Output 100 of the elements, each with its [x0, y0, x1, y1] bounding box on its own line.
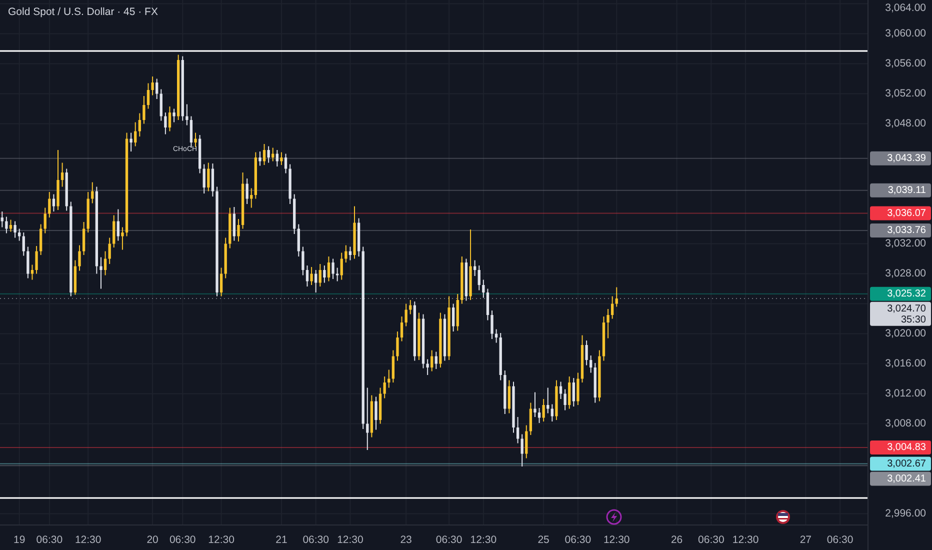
candlestick: [340, 252, 343, 280]
candlestick: [104, 250, 107, 276]
candlestick: [232, 206, 236, 242]
candlestick: [246, 178, 248, 204]
candlestick: [564, 388, 566, 411]
candlestick: [426, 358, 429, 376]
y-tick-label: 3,052.00: [885, 88, 926, 100]
candlestick: [434, 351, 438, 370]
candlestick: [82, 222, 86, 256]
x-tick-label: 06:30: [302, 534, 330, 546]
candlestick: [18, 228, 21, 242]
candlestick: [112, 214, 116, 248]
candlestick: [220, 267, 223, 297]
candlestick: [130, 132, 132, 152]
candlestick: [606, 308, 610, 339]
x-tick-label: 21: [276, 534, 288, 546]
candlestick: [91, 182, 94, 204]
x-tick-label: 27: [800, 534, 812, 546]
candlestick: [151, 76, 154, 96]
x-tick-label: 12:30: [470, 534, 497, 546]
x-tick-label: 12:30: [337, 534, 364, 546]
y-tick-label: 3,012.00: [885, 388, 926, 400]
candlestick: [207, 162, 210, 192]
x-tick-label: 25: [538, 534, 550, 546]
candlestick: [35, 246, 38, 274]
ref-line-label: 3,043.39: [887, 152, 926, 164]
candlestick: [280, 152, 283, 166]
candlestick: [610, 296, 614, 320]
candlestick: [508, 380, 511, 414]
candlestick: [585, 340, 588, 366]
y-tick-label: 3,032.00: [885, 238, 926, 250]
candlestick: [26, 246, 30, 279]
candlestick: [318, 264, 322, 287]
ref-line-label: 3,002.67: [887, 458, 926, 470]
candlestick: [39, 224, 42, 256]
candlestick: [160, 88, 162, 122]
candlestick: [297, 224, 300, 257]
candlestick: [529, 402, 532, 436]
candlestick: [314, 270, 318, 293]
y-tick-label: 3,028.00: [885, 268, 926, 280]
candlestick: [310, 266, 313, 286]
candlestick: [478, 265, 480, 291]
y-tick-label: 3,048.00: [885, 118, 926, 130]
candlestick: [202, 164, 206, 194]
candlestick: [134, 122, 137, 147]
candlestick: [78, 244, 81, 272]
x-tick-label: 06:30: [36, 534, 63, 546]
x-tick-label: 12:30: [74, 534, 102, 546]
y-tick-label: 3,060.00: [885, 28, 926, 40]
ref-line-label: 3,004.83: [887, 442, 926, 454]
candlestick: [538, 408, 541, 424]
candlestick: [52, 194, 56, 212]
candlestick: [138, 112, 141, 137]
x-tick-label: 06:30: [826, 534, 854, 546]
candlestick: [262, 144, 266, 166]
candlestick: [284, 153, 288, 174]
candlestick: [576, 372, 580, 406]
ref-line-label: 3,039.11: [888, 185, 926, 196]
candlestick: [559, 381, 562, 400]
candlestick: [146, 82, 150, 110]
x-tick-label: 12:30: [732, 534, 759, 546]
ref-line-label: 3,033.76: [887, 225, 926, 236]
x-tick-label: 06:30: [169, 534, 196, 546]
candlestick: [164, 112, 167, 135]
y-tick-label: 3,020.00: [885, 328, 926, 340]
candlestick: [156, 78, 158, 100]
x-tick-label: 06:30: [698, 534, 724, 546]
candlestick: [486, 288, 490, 321]
candlestick: [452, 303, 455, 332]
ref-line-label: 3,025.32: [887, 288, 926, 300]
x-tick-label: 12:30: [603, 534, 630, 546]
candlestick: [302, 246, 304, 276]
candlestick: [194, 132, 197, 148]
x-tick-label: 26: [670, 534, 683, 546]
candlestick: [14, 220, 16, 238]
candlestick: [142, 96, 146, 124]
candlestick: [490, 310, 494, 340]
x-tick-label: 06:30: [564, 534, 592, 546]
candlestick: [306, 265, 309, 287]
candlestick: [250, 188, 253, 208]
candlestick: [121, 226, 124, 250]
ref-line-label: 3,024.70 35:30: [887, 303, 926, 326]
candlestick: [168, 106, 172, 132]
ref-line-label: 3,036.07: [887, 208, 926, 219]
candlestick: [332, 258, 334, 280]
candlestick: [30, 264, 34, 280]
y-tick-label: 3,056.00: [885, 58, 926, 70]
candlestick: [344, 244, 348, 263]
ref-line-label: 3,002.41: [887, 473, 926, 484]
candlestick: [383, 376, 386, 399]
candlestick: [327, 256, 330, 282]
candlestick: [0, 211, 4, 228]
candlestick: [48, 192, 51, 218]
candlestick: [615, 286, 618, 308]
candlestick: [572, 378, 575, 407]
candlestick: [258, 151, 262, 166]
candlestick: [568, 376, 571, 410]
candlestick: [366, 387, 369, 450]
candlestick: [100, 256, 102, 290]
candlestick: [60, 162, 64, 188]
